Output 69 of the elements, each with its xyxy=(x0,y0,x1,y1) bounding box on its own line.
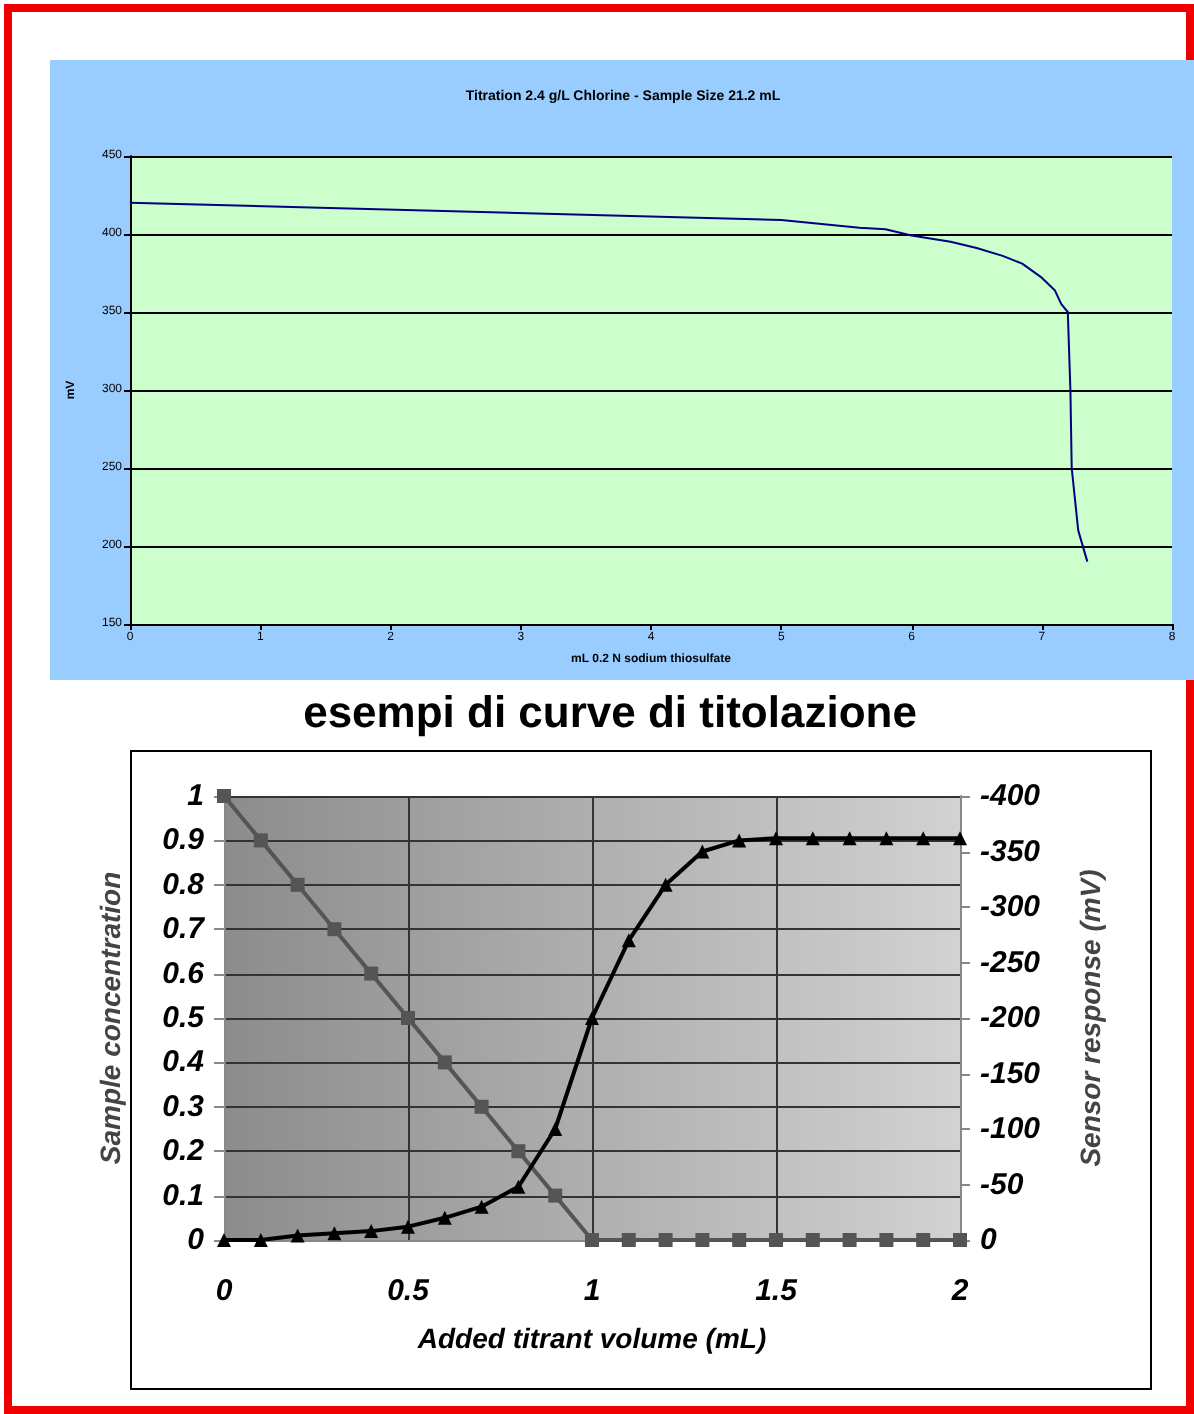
point xyxy=(916,1233,931,1247)
line-series xyxy=(129,201,1089,563)
y2-tick-label: -250 xyxy=(980,945,1042,980)
point xyxy=(364,1224,379,1239)
point xyxy=(548,1122,563,1136)
x-tick-label: 0.5 xyxy=(387,1274,431,1308)
x-tick-label: 1 xyxy=(583,1274,601,1308)
x-tick-label: 0 xyxy=(215,1274,234,1308)
point xyxy=(879,831,894,846)
y2-tick-label: -400 xyxy=(980,779,1042,813)
point xyxy=(253,1233,268,1247)
point xyxy=(548,1188,563,1203)
y-tick-label: 0.6 xyxy=(162,956,206,991)
point xyxy=(769,831,783,846)
point xyxy=(621,1233,636,1247)
y2-tick-label: -300 xyxy=(980,890,1042,924)
y2-tick-label: 0 xyxy=(980,1223,998,1257)
y-axis-title: Sample concentration xyxy=(94,871,126,1165)
y2-tick-label: -200 xyxy=(980,1001,1042,1035)
y-tick-label: 0.9 xyxy=(162,823,206,858)
y2-tick-label: -150 xyxy=(980,1056,1042,1091)
point xyxy=(695,844,710,859)
point xyxy=(621,933,636,948)
y-tick-label: 0.5 xyxy=(162,1001,206,1035)
point xyxy=(290,1228,305,1243)
point xyxy=(585,1233,599,1247)
x-tick-label: 2 xyxy=(949,1274,970,1308)
y-tick-label: 0.1 xyxy=(162,1178,204,1213)
point xyxy=(658,1233,673,1247)
point xyxy=(769,1233,783,1247)
point xyxy=(253,833,268,848)
point xyxy=(364,966,379,981)
y2-tick-label: -100 xyxy=(980,1112,1042,1146)
point xyxy=(327,922,342,937)
point xyxy=(953,831,967,846)
chart-title: esempi di curve di titolazione xyxy=(303,687,917,737)
point xyxy=(916,831,931,846)
y2-tick-label: -350 xyxy=(980,834,1042,869)
point xyxy=(732,1233,747,1247)
x-axis-title: Added titrant volume (mL) xyxy=(415,1322,767,1354)
point xyxy=(805,831,820,846)
point xyxy=(585,1011,599,1025)
y-tick-label: 0.8 xyxy=(162,867,206,902)
point xyxy=(732,833,747,848)
point xyxy=(511,1144,526,1159)
y2-tick-label: -50 xyxy=(980,1167,1025,1202)
point xyxy=(805,1233,820,1247)
point xyxy=(879,1233,894,1247)
y-tick-label: 0.2 xyxy=(162,1134,206,1169)
y2-axis-title: Sensor response (mV) xyxy=(1074,868,1106,1167)
y-tick-label: 0.7 xyxy=(162,912,206,947)
y-tick-label: 1 xyxy=(187,779,204,813)
y-tick-label: 0.4 xyxy=(162,1045,206,1080)
point xyxy=(658,877,673,892)
point xyxy=(401,1011,415,1025)
point xyxy=(327,1226,342,1241)
point xyxy=(401,1219,415,1234)
point xyxy=(842,831,857,846)
point xyxy=(511,1179,526,1194)
point xyxy=(474,1199,489,1214)
point xyxy=(437,1055,452,1070)
point xyxy=(695,1233,710,1247)
point xyxy=(474,1099,489,1114)
y-tick-label: 0 xyxy=(187,1223,206,1257)
point xyxy=(437,1210,452,1225)
x-tick-label: 1.5 xyxy=(755,1274,799,1308)
y-tick-label: 0.3 xyxy=(162,1089,206,1124)
point xyxy=(842,1233,857,1247)
point xyxy=(290,877,305,892)
